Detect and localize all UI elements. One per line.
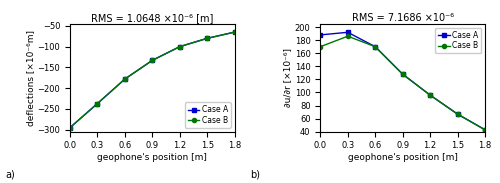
Line: Case A: Case A xyxy=(68,30,237,130)
Case B xyxy=(150,59,156,61)
Y-axis label: deflections [×10⁻⁶m]: deflections [×10⁻⁶m] xyxy=(26,30,35,126)
Case B xyxy=(177,46,183,48)
Case A xyxy=(427,94,433,96)
Case B xyxy=(345,35,351,37)
Title: RMS = 1.0648 ×10⁻⁶ [m]: RMS = 1.0648 ×10⁻⁶ [m] xyxy=(91,13,214,23)
Case B xyxy=(67,126,73,129)
Case A xyxy=(482,129,488,131)
Text: a): a) xyxy=(5,169,15,179)
X-axis label: geophone's position [m]: geophone's position [m] xyxy=(348,153,458,162)
Case B xyxy=(482,129,488,131)
Text: b): b) xyxy=(250,169,260,179)
Case A xyxy=(318,34,324,36)
Legend: Case A, Case B: Case A, Case B xyxy=(185,102,231,128)
Case B xyxy=(372,46,378,48)
Case A xyxy=(345,31,351,33)
Case A xyxy=(67,126,73,129)
Case B xyxy=(204,37,210,39)
Case B xyxy=(427,94,433,96)
X-axis label: geophone's position [m]: geophone's position [m] xyxy=(98,153,208,162)
Case A xyxy=(372,46,378,48)
Case A xyxy=(232,31,237,33)
Case B xyxy=(94,102,100,105)
Y-axis label: ∂u/∂r [×10⁻⁶]: ∂u/∂r [×10⁻⁶] xyxy=(283,48,292,107)
Case B xyxy=(400,73,406,75)
Case A xyxy=(94,102,100,105)
Legend: Case A, Case B: Case A, Case B xyxy=(435,28,481,53)
Title: RMS = 7.1686 ×10⁻⁶: RMS = 7.1686 ×10⁻⁶ xyxy=(352,13,454,23)
Line: Case A: Case A xyxy=(318,30,487,132)
Case B xyxy=(318,46,324,48)
Line: Case B: Case B xyxy=(318,34,487,132)
Case B xyxy=(122,78,128,80)
Case B xyxy=(454,113,460,115)
Line: Case B: Case B xyxy=(68,30,237,130)
Case A xyxy=(177,46,183,48)
Case A xyxy=(204,37,210,39)
Case A xyxy=(454,113,460,115)
Case A xyxy=(122,78,128,80)
Case A xyxy=(400,73,406,75)
Case B xyxy=(232,31,237,33)
Case A xyxy=(150,59,156,61)
